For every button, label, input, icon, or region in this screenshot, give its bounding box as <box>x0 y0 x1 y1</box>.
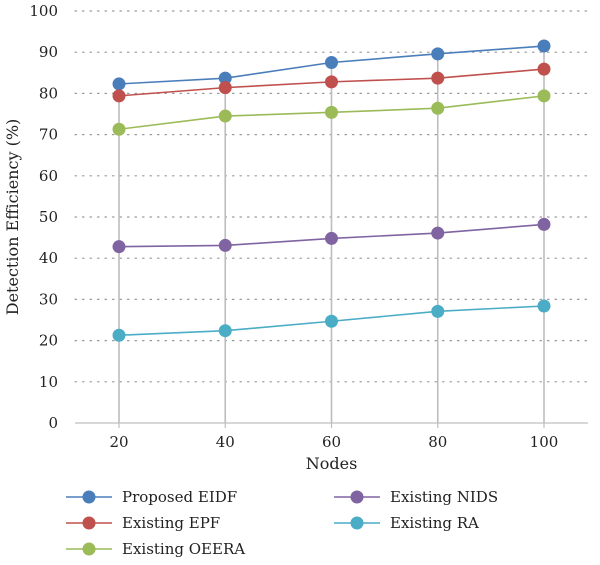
y-tick-label: 20 <box>39 332 58 350</box>
data-point <box>112 328 126 342</box>
series-5 <box>112 299 551 342</box>
x-axis-ticks: 20 40 60 80 100 <box>109 423 558 451</box>
data-point <box>325 231 338 245</box>
data-point <box>325 314 338 328</box>
legend-label: Existing OEERA <box>122 540 245 558</box>
legend-marker <box>82 490 96 504</box>
x-tick-label: 40 <box>216 433 235 451</box>
y-tick-label: 0 <box>48 414 58 432</box>
y-tick-label: 30 <box>39 290 58 308</box>
series-layer <box>112 39 551 342</box>
series-3 <box>112 89 551 136</box>
legend-item: Proposed EIDF <box>66 488 237 506</box>
x-tick-label: 60 <box>322 433 341 451</box>
legend-item: Existing EPF <box>66 514 220 532</box>
data-point <box>325 75 338 89</box>
x-axis-title: Nodes <box>306 454 358 473</box>
legend-label: Proposed EIDF <box>122 488 237 506</box>
data-point <box>537 217 551 231</box>
y-axis-ticks: 0 10 20 30 40 50 60 70 80 90 100 <box>29 2 58 432</box>
data-point <box>537 39 551 53</box>
data-point <box>431 47 445 61</box>
data-point <box>431 101 445 115</box>
y-tick-label: 60 <box>39 167 58 185</box>
y-tick-label: 90 <box>39 43 58 61</box>
legend-item: Existing NIDS <box>334 488 498 506</box>
data-point <box>218 71 232 85</box>
legend-marker <box>82 516 96 530</box>
y-tick-label: 10 <box>39 373 58 391</box>
data-point <box>112 240 126 254</box>
y-axis-title: Detection Efficiency (%) <box>3 119 22 316</box>
data-point <box>325 56 338 69</box>
data-point <box>112 89 126 103</box>
legend-marker <box>82 542 96 556</box>
x-tick-label: 80 <box>428 433 447 451</box>
legend-marker <box>350 490 364 504</box>
legend: Proposed EIDF Existing EPF Existing OEERA E… <box>66 488 498 558</box>
data-point <box>537 299 551 313</box>
legend-label: Existing NIDS <box>390 488 498 506</box>
data-point <box>325 105 338 119</box>
y-tick-label: 50 <box>39 208 58 226</box>
data-point <box>218 324 232 338</box>
data-point <box>537 62 551 76</box>
legend-label: Existing EPF <box>122 514 220 532</box>
data-point <box>112 77 126 91</box>
legend-label: Existing RA <box>390 514 479 532</box>
series-1 <box>112 39 551 91</box>
y-tick-label: 40 <box>39 249 58 267</box>
legend-item: Existing OEERA <box>66 540 245 558</box>
series-4 <box>112 217 551 254</box>
legend-marker <box>350 516 364 530</box>
data-point <box>218 109 232 123</box>
x-tick-label: 100 <box>530 433 559 451</box>
data-point <box>537 89 551 103</box>
y-tick-label: 70 <box>39 126 58 144</box>
data-point <box>112 122 126 136</box>
series-2 <box>112 62 551 103</box>
x-tick-label: 20 <box>109 433 128 451</box>
y-tick-label: 80 <box>39 84 58 102</box>
data-point <box>218 81 232 95</box>
y-tick-label: 100 <box>29 2 58 20</box>
data-point <box>218 238 232 252</box>
data-point <box>431 304 445 318</box>
data-point <box>431 226 445 240</box>
legend-item: Existing RA <box>334 514 479 532</box>
data-point <box>431 71 445 85</box>
